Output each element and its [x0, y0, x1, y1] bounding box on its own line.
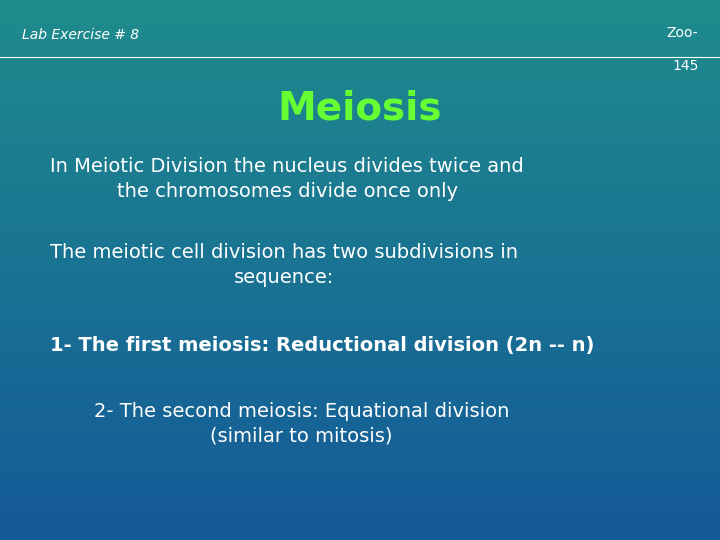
Text: Zoo-: Zoo- — [667, 26, 698, 40]
Text: 2- The second meiosis: Equational division
(similar to mitosis): 2- The second meiosis: Equational divisi… — [94, 402, 509, 446]
Text: 1- The first meiosis: Reductional division (2n -- n): 1- The first meiosis: Reductional divisi… — [50, 336, 595, 355]
Text: 145: 145 — [672, 59, 698, 73]
Text: Lab Exercise # 8: Lab Exercise # 8 — [22, 28, 139, 42]
Text: Meiosis: Meiosis — [278, 89, 442, 127]
Text: The meiotic cell division has two subdivisions in
sequence:: The meiotic cell division has two subdiv… — [50, 242, 518, 287]
Text: In Meiotic Division the nucleus divides twice and
the chromosomes divide once on: In Meiotic Division the nucleus divides … — [50, 157, 524, 201]
